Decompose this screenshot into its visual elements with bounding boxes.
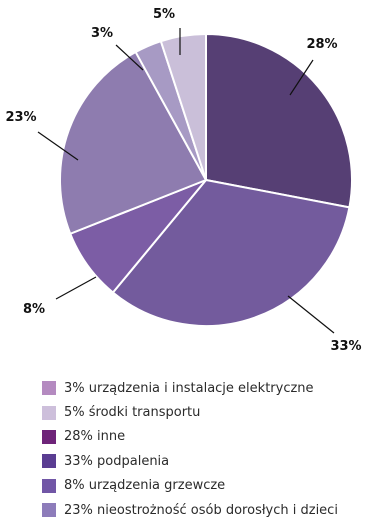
legend-item-electrical: 3% urządzenia i instalacje elektryczne <box>42 376 362 400</box>
slice-label: 28% <box>306 37 337 52</box>
label-leader-line <box>55 276 97 300</box>
slice-labels: 28% 33% 8% 23% 3% 5% <box>5 7 361 354</box>
slice-label: 33% <box>330 339 361 354</box>
legend-label: 28% inne <box>64 429 126 445</box>
slice-label: 5% <box>153 7 175 22</box>
legend-swatch <box>42 381 56 396</box>
pie-slice <box>205 32 353 209</box>
pie-slice <box>159 32 207 181</box>
legend-swatch <box>42 405 56 420</box>
legend-item-other: 28% inne <box>42 425 362 449</box>
legend-label: 3% urządzenia i instalacje elektryczne <box>64 380 314 396</box>
pie-slices <box>59 32 353 327</box>
legend-label: 8% urządzenia grzewcze <box>64 478 226 494</box>
slice-label: 23% <box>5 110 36 125</box>
chart-legend: 3% urządzenia i instalacje elektryczne 5… <box>42 376 362 522</box>
legend-label: 33% podpalenia <box>64 453 170 469</box>
label-leader-lines <box>37 28 335 334</box>
pie-chart: 28% 33% 8% 23% 3% 5% <box>5 7 361 354</box>
legend-item-carelessness: 23% nieostrożność osób dorosłych i dziec… <box>42 498 362 522</box>
label-leader-line <box>287 295 335 334</box>
legend-label: 23% nieostrożność osób dorosłych i dziec… <box>64 502 338 518</box>
legend-item-transport: 5% środki transportu <box>42 400 362 424</box>
legend-swatch <box>42 503 56 518</box>
label-leader-line <box>115 44 144 71</box>
pie-slice <box>59 50 208 236</box>
label-leader-line <box>289 59 314 96</box>
slice-label: 8% <box>23 302 45 317</box>
slice-label: 3% <box>91 26 113 41</box>
legend-swatch <box>42 454 56 469</box>
pie-slice <box>111 178 351 327</box>
legend-label: 5% środki transportu <box>64 405 201 421</box>
legend-swatch <box>42 478 56 493</box>
legend-swatch <box>42 429 56 444</box>
legend-item-heating: 8% urządzenia grzewcze <box>42 474 362 498</box>
legend-item-arson: 33% podpalenia <box>42 449 362 473</box>
label-leader-line <box>37 131 79 161</box>
